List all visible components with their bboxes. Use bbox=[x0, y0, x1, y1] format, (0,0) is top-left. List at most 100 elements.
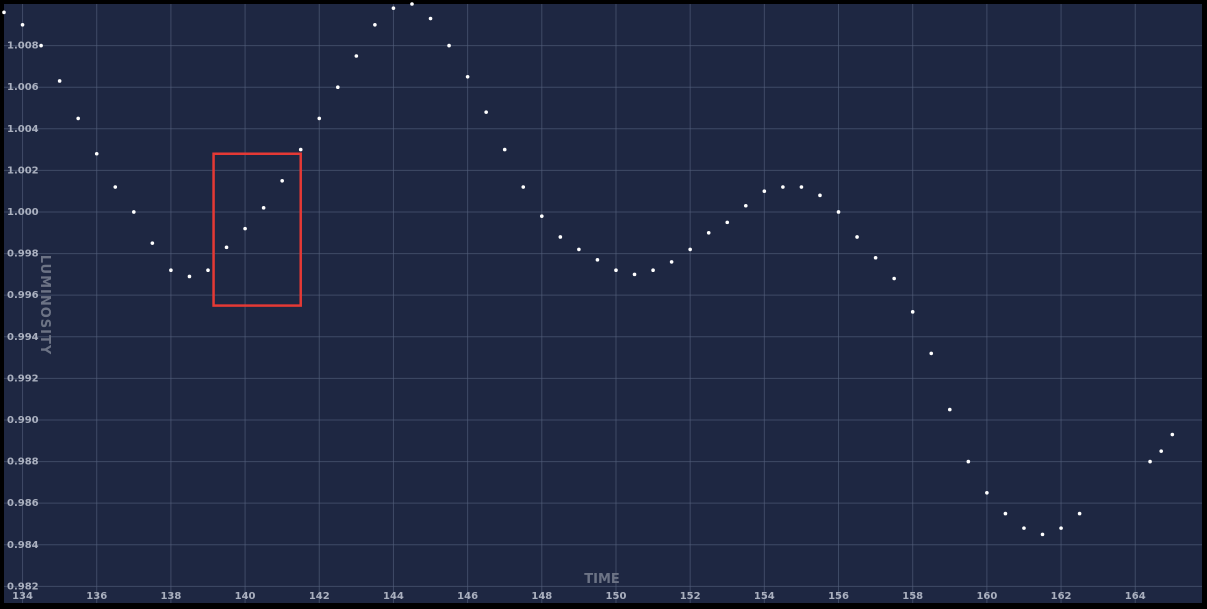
data-point bbox=[428, 16, 433, 21]
data-point bbox=[465, 74, 470, 79]
y-tick-label: 0.984 bbox=[7, 540, 39, 551]
data-point bbox=[799, 185, 804, 189]
grid bbox=[4, 4, 1202, 603]
x-tick-label: 138 bbox=[160, 591, 181, 602]
y-tick-label: 1.004 bbox=[7, 124, 39, 135]
data-point bbox=[1148, 459, 1152, 464]
data-point bbox=[540, 214, 544, 218]
x-tick-label: 144 bbox=[383, 591, 404, 602]
y-tick-labels: 0.982 0.984 0.986 0.988 0.990 0.992 0.994 0.996… bbox=[7, 41, 39, 593]
x-tick-label: 152 bbox=[680, 591, 701, 602]
data-point bbox=[280, 178, 284, 183]
y-tick-label: 0.988 bbox=[7, 457, 39, 468]
data-point bbox=[910, 310, 915, 314]
data-point bbox=[985, 490, 989, 495]
data-point bbox=[317, 116, 322, 121]
data-point bbox=[873, 255, 878, 260]
data-point bbox=[1159, 449, 1164, 453]
data-point bbox=[929, 351, 934, 356]
data-point bbox=[1003, 511, 1008, 516]
data-point bbox=[1059, 526, 1063, 530]
data-point bbox=[614, 268, 618, 273]
data-point bbox=[947, 407, 952, 412]
data-point bbox=[94, 151, 99, 156]
data-point bbox=[132, 210, 136, 214]
x-tick-label: 160 bbox=[976, 591, 997, 602]
data-point bbox=[187, 274, 192, 279]
data-point bbox=[651, 268, 655, 273]
data-point bbox=[836, 210, 841, 214]
data-point bbox=[725, 220, 730, 225]
x-tick-label: 142 bbox=[309, 591, 330, 602]
data-point bbox=[1170, 432, 1175, 437]
x-tick-label: 158 bbox=[902, 591, 923, 602]
y-tick-label: 0.990 bbox=[7, 415, 39, 426]
data-point bbox=[224, 245, 229, 250]
data-point bbox=[855, 235, 859, 239]
data-point bbox=[818, 193, 822, 198]
data-point bbox=[892, 276, 896, 281]
data-point bbox=[391, 6, 396, 10]
x-tick-labels: 134 136 138 140 142 144 146 148 150 152 154 156 158 1… bbox=[12, 591, 1146, 602]
y-tick-label: 0.982 bbox=[7, 581, 39, 592]
data-point bbox=[595, 258, 600, 262]
data-point bbox=[762, 189, 767, 193]
x-tick-label: 150 bbox=[606, 591, 627, 602]
data-point bbox=[113, 185, 118, 189]
y-tick-label: 0.992 bbox=[7, 373, 39, 384]
x-tick-label: 154 bbox=[754, 591, 775, 602]
data-point bbox=[169, 268, 173, 273]
data-point bbox=[298, 147, 303, 152]
x-tick-label: 140 bbox=[235, 591, 256, 602]
data-point bbox=[1040, 532, 1045, 537]
data-point bbox=[743, 203, 748, 208]
data-point bbox=[410, 2, 414, 6]
x-tick-label: 146 bbox=[457, 591, 478, 602]
data-point bbox=[354, 54, 359, 58]
data-point bbox=[521, 185, 526, 189]
data-point bbox=[669, 260, 674, 264]
x-tick-label: 162 bbox=[1051, 591, 1072, 602]
data-point bbox=[1077, 511, 1082, 516]
plot-area bbox=[4, 4, 1202, 603]
data-point bbox=[632, 272, 637, 277]
highlight-box-layer bbox=[212, 152, 302, 307]
data-point bbox=[706, 230, 711, 235]
y-tick-label: 0.998 bbox=[7, 249, 39, 260]
y-tick-label: 0.994 bbox=[7, 332, 39, 343]
data-point bbox=[688, 247, 692, 252]
y-tick-label: 1.006 bbox=[7, 82, 39, 93]
y-tick-label: 0.996 bbox=[7, 290, 39, 301]
y-tick-label: 1.000 bbox=[7, 207, 39, 218]
data-point bbox=[76, 116, 80, 121]
data-point bbox=[447, 43, 451, 48]
y-tick-label: 1.002 bbox=[7, 165, 39, 176]
x-tick-label: 164 bbox=[1125, 591, 1146, 602]
data-point bbox=[781, 185, 785, 189]
y-axis-title: LUMINOSITY bbox=[37, 255, 52, 356]
data-point bbox=[502, 147, 507, 152]
y-tick-label: 1.008 bbox=[7, 41, 39, 52]
x-tick-label: 156 bbox=[828, 591, 849, 602]
y-tick-label: 0.986 bbox=[7, 498, 39, 509]
data-point bbox=[577, 247, 581, 252]
data-point bbox=[558, 235, 563, 239]
data-point bbox=[57, 79, 62, 83]
data-point bbox=[39, 43, 43, 48]
x-axis-title: TIME bbox=[584, 572, 620, 587]
data-point bbox=[484, 110, 488, 114]
data-point bbox=[1022, 526, 1026, 530]
data-point bbox=[373, 22, 377, 27]
data-point bbox=[20, 22, 25, 27]
data-point bbox=[206, 268, 210, 273]
x-tick-label: 136 bbox=[86, 591, 107, 602]
x-tick-label: 134 bbox=[12, 591, 33, 602]
data-points bbox=[2, 2, 1175, 537]
highlight-box bbox=[212, 152, 302, 307]
x-tick-label: 148 bbox=[531, 591, 552, 602]
data-point bbox=[2, 10, 6, 15]
data-point bbox=[150, 241, 155, 245]
data-point bbox=[261, 206, 266, 210]
